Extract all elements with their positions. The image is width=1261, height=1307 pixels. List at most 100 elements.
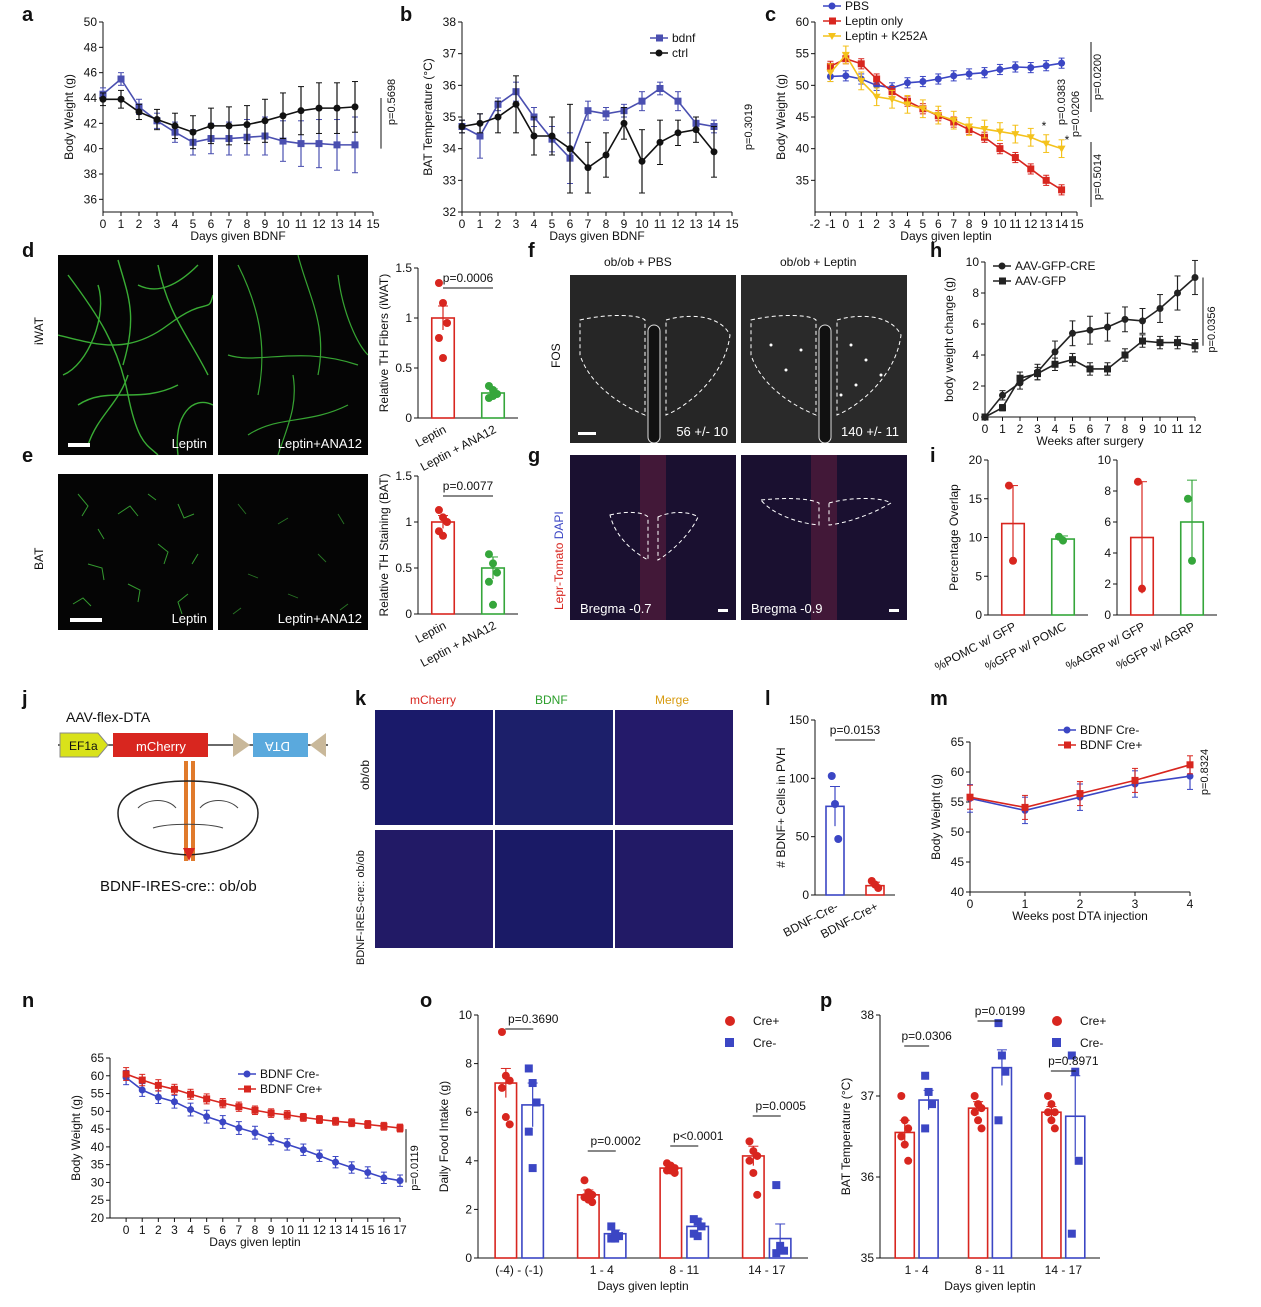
data-point: [219, 1118, 227, 1126]
x-tick-label: 9: [981, 217, 988, 231]
data-point: [1191, 274, 1199, 281]
series-line: [830, 62, 1062, 89]
data-point: [749, 1168, 758, 1177]
legend-marker: [828, 33, 836, 40]
x-tick-label: 1 - 4: [590, 1263, 614, 1277]
legend-label: AAV-GFP: [1015, 274, 1066, 288]
x-tick-label: 2: [136, 217, 143, 231]
x-tick-label: 1 - 4: [905, 1263, 929, 1277]
data-point: [697, 1222, 706, 1231]
series-line: [829, 53, 1062, 150]
x-tick-label: 7: [950, 217, 957, 231]
y-tick-label: 0.5: [395, 561, 412, 575]
data-point: [670, 1168, 679, 1177]
x-tick-label: 0: [100, 217, 107, 231]
bar-group: [1179, 479, 1205, 616]
chart-o: 0 2 4 6 8 10 Daily Food Intake (g) (-4) - (-1) 1…: [437, 1008, 808, 1293]
legend-label: bdnf: [672, 31, 696, 45]
data-point: [279, 137, 287, 145]
x-tick-label: 7: [226, 217, 233, 231]
x-tick-label: 5: [190, 217, 197, 231]
y-tick-label: 2: [465, 1202, 472, 1216]
fos-leptin-count: 140 +/- 11: [841, 424, 899, 439]
data-point: [1034, 370, 1041, 378]
y-axis-label: BAT Temperature (°C): [839, 1078, 853, 1196]
data-point: [203, 1095, 211, 1103]
data-point: [1011, 63, 1019, 71]
y-tick-label: 0: [405, 411, 412, 425]
y-axis-label: BAT Temperature (°C): [421, 58, 435, 176]
data-point: [1016, 374, 1024, 382]
y-tick-label: 6: [972, 317, 979, 331]
data-point: [380, 1174, 388, 1182]
y-tick-label: 50: [84, 15, 98, 29]
data-point: [996, 66, 1004, 73]
p-value: p<0.0001: [673, 1129, 724, 1143]
x-tick-label: 3: [154, 217, 161, 231]
data-point: [965, 70, 973, 78]
y-tick-label: 35: [91, 1158, 105, 1172]
y-tick-label: 8: [972, 286, 979, 300]
data-point: [1011, 131, 1020, 139]
p-value: p=0.3690: [508, 1012, 559, 1026]
data-point: [528, 1079, 537, 1088]
data-point: [745, 1137, 754, 1146]
iwat-leptin-image: Leptin: [58, 255, 213, 455]
x-tick-label: 11: [1171, 422, 1184, 436]
y-tick-label: 36: [84, 192, 98, 206]
data-point: [620, 119, 628, 127]
y-tick-label: 10: [969, 531, 983, 545]
x-tick-label: 15: [1070, 217, 1084, 231]
x-tick-label: 15: [361, 1223, 375, 1237]
data-point: [1050, 1124, 1059, 1133]
y-tick-label: 2: [972, 379, 979, 393]
data-point: [1009, 556, 1017, 565]
data-point: [949, 117, 958, 125]
data-point: [532, 1098, 541, 1107]
y-tick-label: 1.5: [395, 261, 412, 275]
x-tick-label: 13: [330, 217, 344, 231]
data-point: [297, 107, 305, 115]
x-tick-label: 11: [1009, 217, 1022, 231]
p-value: p=0.5014: [1092, 154, 1104, 200]
x-tick-label: 13: [689, 217, 703, 231]
panel-label-f: f: [528, 240, 535, 262]
data-point: [607, 1222, 616, 1231]
y-tick-label: 50: [796, 830, 810, 844]
data-point: [122, 1070, 130, 1078]
p-value: p=0.8971: [1048, 1054, 1099, 1068]
panel-label-a: a: [22, 4, 34, 26]
x-axis-label: Weeks post DTA injection: [1012, 909, 1148, 923]
y-tick-label: 44: [84, 91, 98, 105]
x-tick-label: 5: [549, 217, 556, 231]
x-tick-label: 10: [635, 217, 649, 231]
legend-label: AAV-GFP-CRE: [1015, 259, 1095, 273]
data-point: [1076, 790, 1084, 798]
panel-label-k: k: [355, 688, 367, 710]
legend-item: Leptin + K252A: [823, 29, 927, 43]
data-point: [1121, 315, 1129, 323]
legend-marker: [725, 1016, 735, 1026]
y-tick-label: 4: [1104, 546, 1111, 560]
y-tick-label: 45: [796, 110, 810, 124]
y-tick-label: 0: [1104, 608, 1111, 622]
data-point: [505, 1076, 514, 1085]
bar-group: [494, 1028, 518, 1259]
bar-group: [825, 772, 845, 896]
bar-group: [659, 1159, 683, 1259]
panel-label-i: i: [930, 445, 936, 467]
data-point: [332, 1117, 340, 1125]
x-tick-label: 0: [123, 1223, 130, 1237]
k-cre-mcherry: [375, 830, 493, 948]
x-tick-label: 2: [495, 217, 502, 231]
fos-pbs-image: 56 +/- 10: [570, 275, 736, 443]
dta-construct-diagram: AAV-flex-DTA EF1a mCherry DTA BDNF-IRES-…: [58, 703, 348, 913]
y-tick-label: 4: [465, 1154, 472, 1168]
data-point: [489, 559, 497, 568]
data-point: [753, 1190, 762, 1199]
x-tick-label: 16: [377, 1223, 391, 1237]
y-tick-label: 0.5: [395, 361, 412, 375]
scale-bar: [578, 432, 596, 435]
data-point: [1067, 1051, 1076, 1060]
